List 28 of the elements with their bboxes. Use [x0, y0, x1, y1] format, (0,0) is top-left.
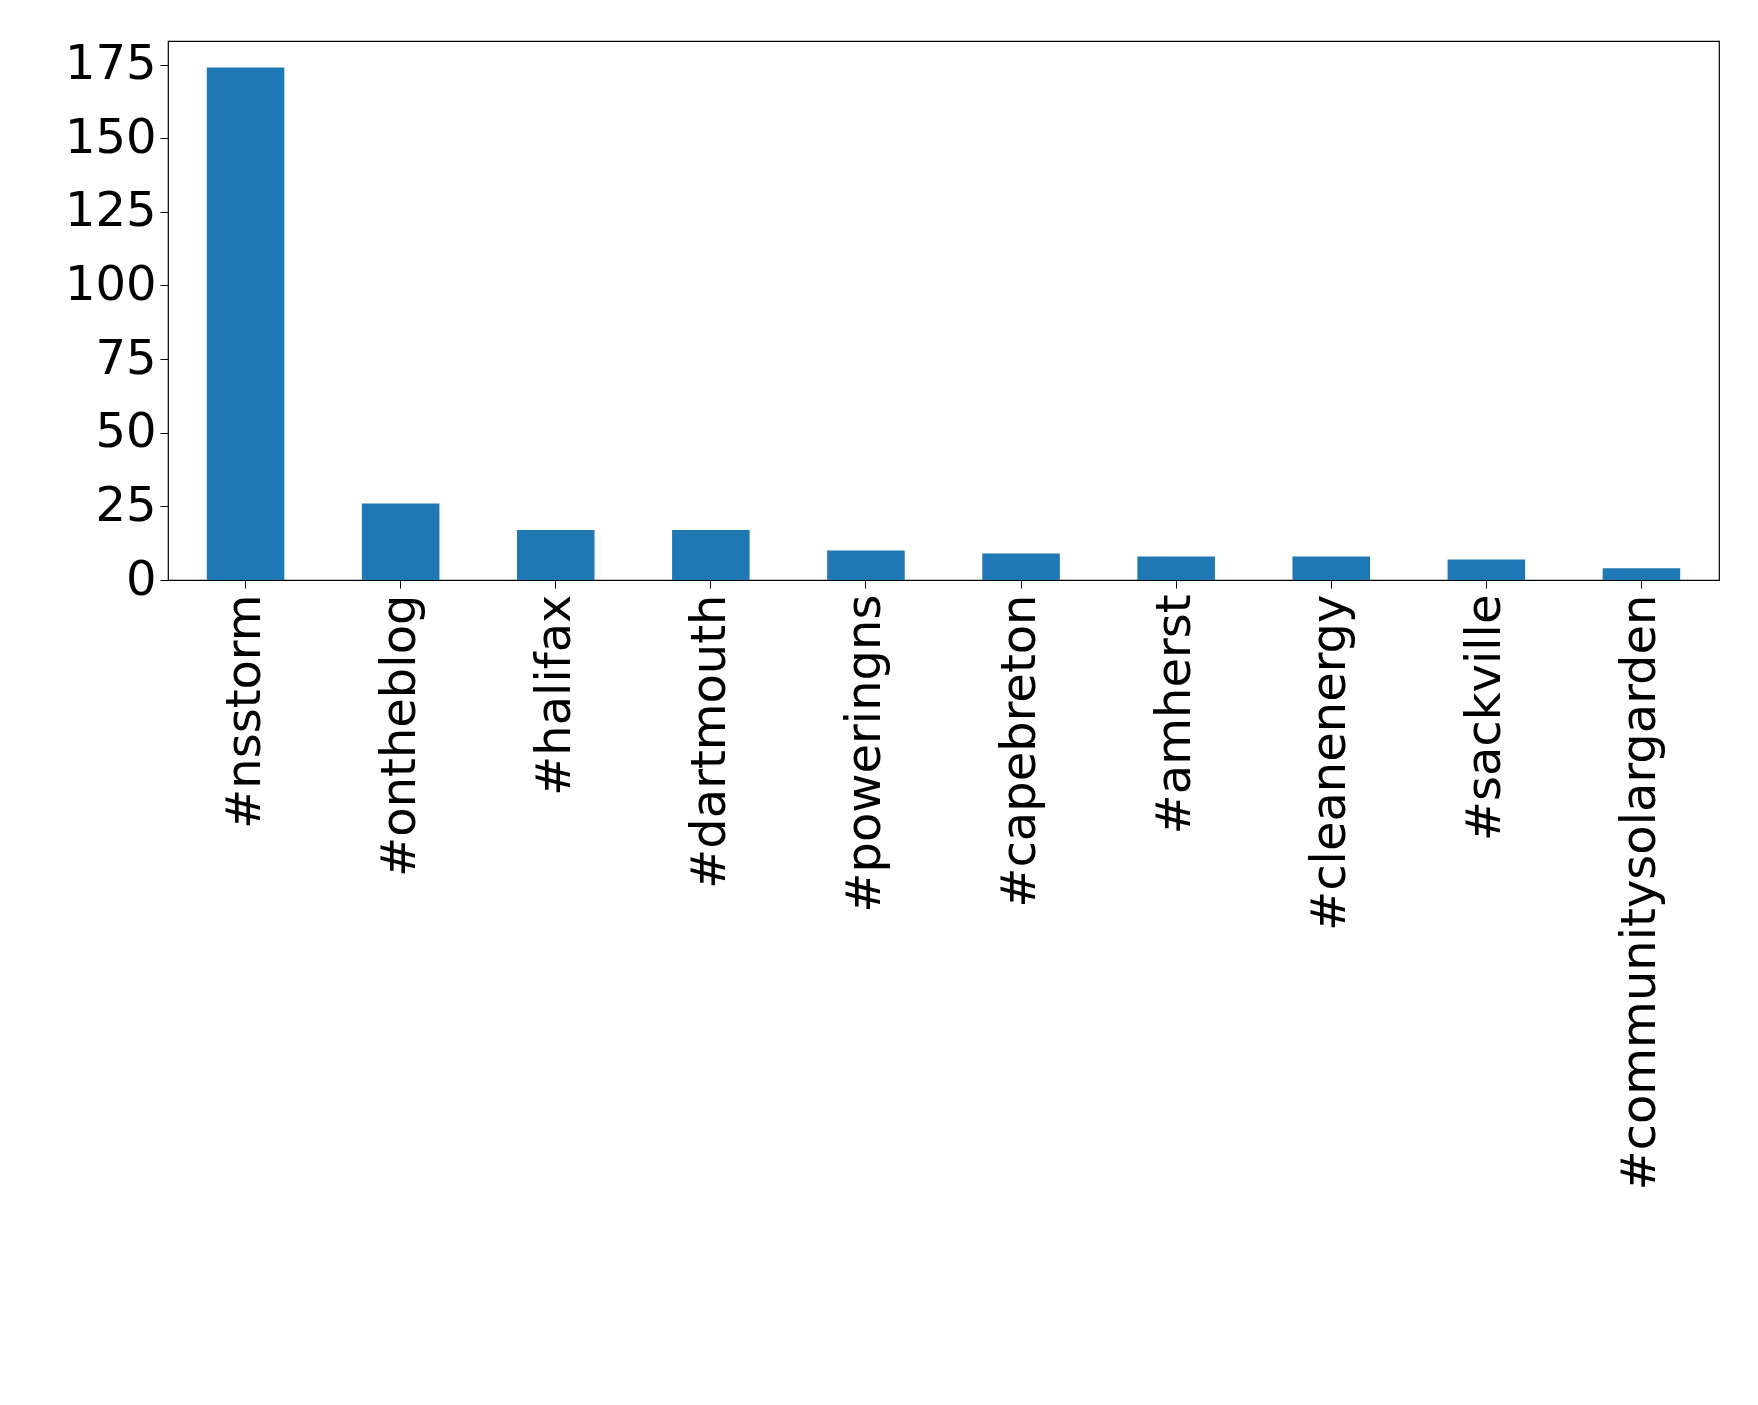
y-tick-label: 0: [125, 549, 157, 606]
y-tick-label: 150: [64, 107, 157, 164]
bar: [361, 503, 440, 580]
x-tick-label: #ontheblog: [369, 594, 426, 877]
bar: [1292, 556, 1371, 580]
y-tick-label: 125: [64, 181, 157, 238]
bar: [827, 550, 905, 580]
bar: [1447, 559, 1526, 580]
y-tick-label: 175: [64, 34, 157, 91]
bar: [1602, 568, 1681, 580]
x-tick-label: #communitysolargarden: [1610, 594, 1667, 1191]
x-tick-label: #dartmouth: [679, 594, 736, 889]
y-tick-label: 75: [95, 328, 157, 385]
y-tick-label: 100: [64, 254, 157, 311]
x-tick-label: #capebreton: [990, 594, 1047, 908]
y-tick-label: 50: [95, 402, 157, 459]
bar: [1137, 556, 1215, 580]
bar: [982, 553, 1060, 580]
y-tick-label: 25: [95, 475, 157, 532]
x-tick-label: #poweringns: [834, 594, 891, 913]
bar: [516, 529, 595, 580]
bar: [672, 529, 750, 580]
x-tick-label: #cleanenergy: [1300, 594, 1357, 932]
x-tick-label: #nsstorm: [214, 594, 271, 829]
x-tick-label: #sackville: [1455, 594, 1512, 842]
x-tick-label: #amherst: [1145, 594, 1202, 835]
bar: [206, 67, 285, 580]
x-tick-label: #halifax: [524, 594, 581, 796]
